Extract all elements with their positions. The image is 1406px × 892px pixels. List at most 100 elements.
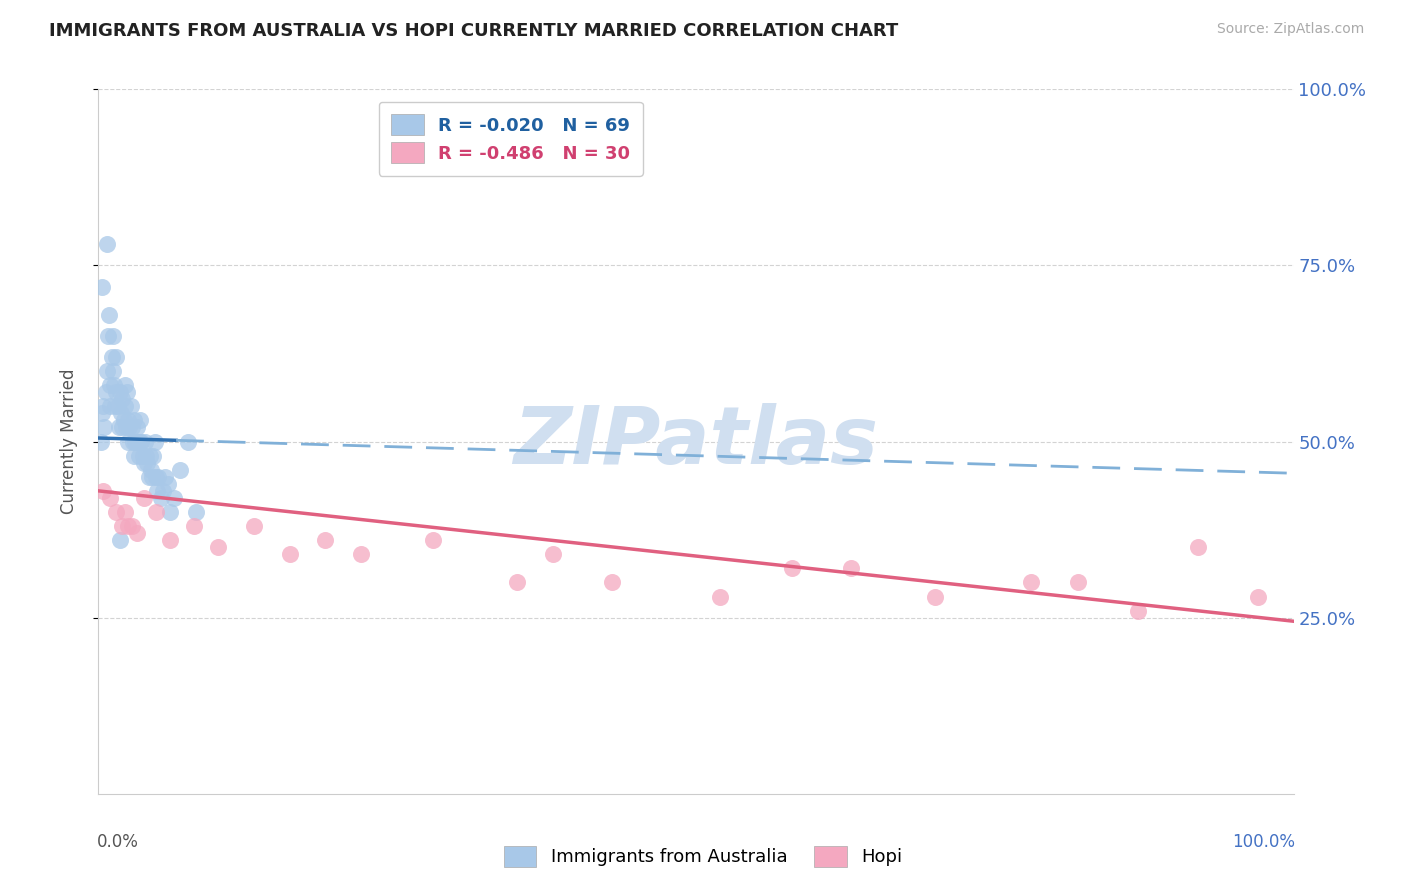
Point — [134, 434, 156, 449]
Point — [602, 575, 624, 590]
Point — [117, 434, 139, 449]
Point — [111, 420, 134, 434]
Point — [422, 533, 444, 548]
Point — [155, 469, 177, 483]
Point — [1187, 541, 1209, 555]
Point — [91, 483, 114, 498]
Point — [278, 547, 301, 561]
Point — [125, 526, 148, 541]
Point — [105, 505, 128, 519]
Point — [98, 399, 122, 413]
Point — [146, 483, 169, 498]
Point — [1019, 575, 1042, 590]
Point — [169, 463, 191, 477]
Point — [91, 279, 114, 293]
Point — [105, 385, 128, 400]
Point — [148, 469, 170, 483]
Point — [96, 364, 118, 378]
Point — [145, 469, 167, 483]
Point — [129, 434, 152, 449]
Point — [780, 561, 803, 575]
Point — [107, 399, 129, 413]
Point — [141, 469, 163, 483]
Point — [101, 364, 124, 378]
Point — [135, 449, 157, 463]
Point — [186, 505, 208, 519]
Point — [98, 491, 122, 505]
Point — [101, 328, 124, 343]
Point — [117, 413, 139, 427]
Point — [111, 392, 134, 407]
Point — [93, 420, 115, 434]
Point — [124, 434, 146, 449]
Point — [841, 561, 863, 575]
Point — [183, 519, 205, 533]
Point — [163, 491, 186, 505]
Point — [1247, 590, 1270, 604]
Point — [1128, 604, 1150, 618]
Point — [207, 541, 229, 555]
Point — [91, 399, 114, 413]
Point — [139, 463, 162, 477]
Point — [1067, 575, 1090, 590]
Point — [96, 237, 118, 252]
Point — [709, 590, 731, 604]
Point — [104, 399, 127, 413]
Point — [132, 491, 155, 505]
Point — [121, 519, 143, 533]
Point — [506, 575, 529, 590]
Point — [110, 406, 132, 420]
Point — [122, 434, 145, 449]
Point — [103, 378, 125, 392]
Point — [159, 533, 181, 548]
Point — [541, 547, 564, 561]
Text: 0.0%: 0.0% — [97, 832, 139, 851]
Point — [143, 434, 166, 449]
Text: IMMIGRANTS FROM AUSTRALIA VS HOPI CURRENTLY MARRIED CORRELATION CHART: IMMIGRANTS FROM AUSTRALIA VS HOPI CURREN… — [49, 22, 898, 40]
Point — [315, 533, 337, 548]
Point — [117, 519, 139, 533]
Point — [149, 491, 172, 505]
Point — [114, 505, 136, 519]
Point — [115, 420, 138, 434]
Point — [350, 547, 373, 561]
Text: ZIPatlas: ZIPatlas — [513, 402, 879, 481]
Point — [156, 476, 179, 491]
Text: 100.0%: 100.0% — [1232, 832, 1295, 851]
Point — [120, 399, 142, 413]
Point — [128, 449, 150, 463]
Point — [90, 434, 112, 449]
Y-axis label: Currently Married: Currently Married — [59, 368, 77, 515]
Point — [129, 413, 152, 427]
Point — [112, 413, 135, 427]
Point — [121, 420, 143, 434]
Point — [145, 505, 167, 519]
Point — [98, 378, 122, 392]
Point — [111, 519, 134, 533]
Point — [108, 533, 131, 548]
Point — [98, 308, 121, 322]
Point — [114, 378, 136, 392]
Point — [159, 505, 181, 519]
Point — [138, 469, 160, 483]
Point — [924, 590, 946, 604]
Point — [105, 350, 128, 364]
Point — [118, 420, 141, 434]
Point — [115, 385, 138, 400]
Point — [114, 399, 136, 413]
Point — [108, 385, 131, 400]
Legend: R = -0.020   N = 69, R = -0.486   N = 30: R = -0.020 N = 69, R = -0.486 N = 30 — [378, 102, 643, 176]
Point — [131, 434, 153, 449]
Point — [125, 420, 148, 434]
Point — [91, 406, 114, 420]
Point — [127, 434, 149, 449]
Point — [100, 350, 122, 364]
Point — [152, 483, 174, 498]
Legend: Immigrants from Australia, Hopi: Immigrants from Australia, Hopi — [496, 838, 910, 874]
Point — [177, 434, 200, 449]
Point — [131, 449, 153, 463]
Point — [136, 456, 159, 470]
Point — [243, 519, 266, 533]
Point — [97, 328, 120, 343]
Point — [94, 385, 117, 400]
